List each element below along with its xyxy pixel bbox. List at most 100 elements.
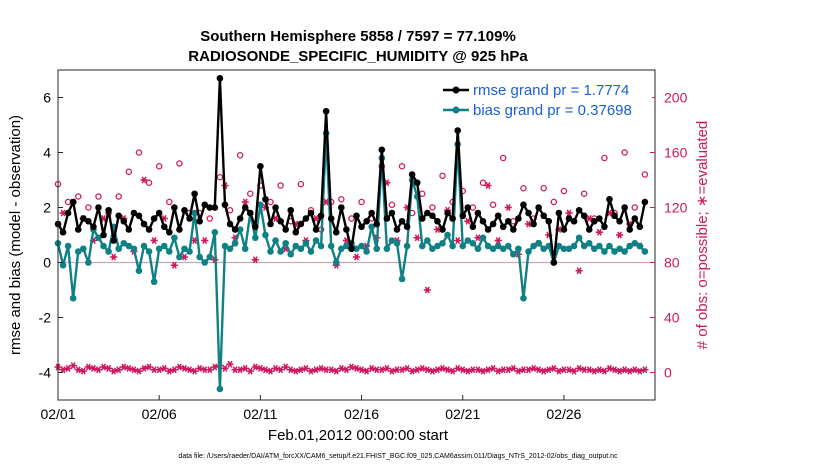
rmse-point [474, 209, 482, 217]
rmse-point [196, 217, 203, 225]
obs-possible-point [439, 172, 446, 180]
obs-evaluated-point-core [582, 367, 586, 372]
rmse-point [479, 217, 487, 225]
obs-evaluated-point-core [152, 238, 156, 243]
obs-evaluated-point [585, 366, 593, 374]
obs-evaluated-point-core [172, 263, 177, 268]
rmse-point [135, 212, 143, 220]
obs-evaluated-point-core [587, 216, 592, 221]
x-axis-label: Feb.01,2012 00:00:00 start [268, 427, 449, 444]
y2-tick-label: 160 [664, 145, 688, 161]
obs-evaluated-point [135, 367, 143, 375]
obs-evaluated-point-core [273, 366, 278, 371]
obs-evaluated-point-core [354, 366, 359, 371]
bias-point [424, 237, 431, 244]
obs-evaluated-point [636, 367, 644, 375]
bias-point [302, 239, 310, 247]
obs-evaluated-point [484, 182, 492, 189]
bias-point [631, 239, 639, 247]
obs-evaluated-point [145, 363, 153, 371]
obs-evaluated-point [484, 366, 492, 374]
rmse-series [54, 74, 649, 266]
obs-possible-point [348, 215, 355, 222]
obs-evaluated-point-core [643, 367, 647, 372]
bias-point [312, 237, 320, 244]
legend-box [440, 77, 652, 119]
obs-evaluated-point-core [283, 365, 288, 369]
obs-evaluated-point [524, 366, 533, 374]
rmse-point [429, 212, 436, 220]
obs-evaluated-point [170, 261, 178, 269]
y2-tick-label: 200 [664, 90, 688, 106]
bias-point [100, 242, 107, 250]
obs-evaluated-point [449, 367, 457, 375]
bias-point [155, 245, 163, 253]
bias-point [464, 237, 472, 244]
rmse-point [403, 223, 411, 231]
rmse-point [348, 245, 355, 253]
bias-point [221, 242, 229, 250]
obs-evaluated-point [241, 198, 249, 206]
bias-point [150, 278, 158, 286]
bias-point [358, 242, 365, 250]
obs-possible-point [641, 171, 649, 178]
obs-evaluated-point-core [546, 367, 551, 372]
bias-point [332, 259, 340, 266]
bias-point [459, 242, 467, 250]
obs-evaluated-point [535, 366, 543, 374]
obs-evaluated-point [413, 366, 421, 374]
obs-evaluated-point [565, 209, 573, 217]
rmse-point [130, 209, 138, 217]
obs-evaluated-point [641, 366, 649, 374]
obs-evaluated-point [509, 364, 517, 372]
bias-point [434, 242, 441, 250]
obs-evaluated-point [282, 363, 290, 371]
obs-evaluated-point [302, 364, 310, 372]
obs-evaluated-point [474, 366, 482, 374]
rmse-point [499, 223, 507, 231]
obs-evaluated-point [110, 253, 118, 261]
bias-point [292, 242, 300, 250]
obs-possible-point [115, 193, 122, 200]
obs-evaluated-point [256, 364, 264, 372]
obs-evaluated-point [99, 363, 108, 371]
obs-evaluated-point-core [324, 367, 328, 372]
rmse-point [282, 226, 289, 233]
bias-point [74, 248, 82, 255]
bias-point [287, 250, 295, 258]
obs-possible-point [429, 204, 436, 211]
rmse-point [530, 220, 537, 228]
bias-point [338, 245, 345, 253]
obs-evaluated-point [393, 366, 401, 374]
obs-evaluated-point-core [127, 366, 131, 371]
obs-possible-point [621, 149, 628, 156]
obs-evaluated-point-core [258, 366, 263, 371]
rmse-point [601, 223, 608, 231]
rmse-point [388, 209, 396, 217]
obs-evaluated-point-core [319, 366, 323, 371]
obs-evaluated-point [615, 231, 624, 239]
bias-point [570, 242, 578, 250]
obs-evaluated-point-core [450, 369, 455, 373]
rmse-point [383, 215, 391, 222]
obs-evaluated-point-core [101, 216, 106, 221]
obs-evaluated-point-core [116, 367, 121, 372]
obs-evaluated-point [221, 364, 229, 372]
bias-point [216, 385, 224, 393]
obs-evaluated-point-core [106, 366, 111, 371]
obs-evaluated-point [494, 367, 502, 375]
bias-point [105, 248, 112, 255]
plot-area [58, 70, 655, 400]
rmse-point [489, 220, 497, 228]
bias-point [393, 239, 401, 247]
rmse-point [520, 201, 527, 209]
obs-evaluated-point [241, 364, 249, 372]
rmse-point [277, 217, 284, 225]
obs-evaluated-point [352, 364, 361, 372]
obs-evaluated-point [347, 363, 356, 371]
obs-evaluated-point [322, 366, 330, 374]
obs-evaluated-point [403, 364, 411, 372]
obs-evaluated-point [504, 366, 512, 374]
rmse-point [464, 204, 472, 211]
bias-point [626, 242, 634, 250]
